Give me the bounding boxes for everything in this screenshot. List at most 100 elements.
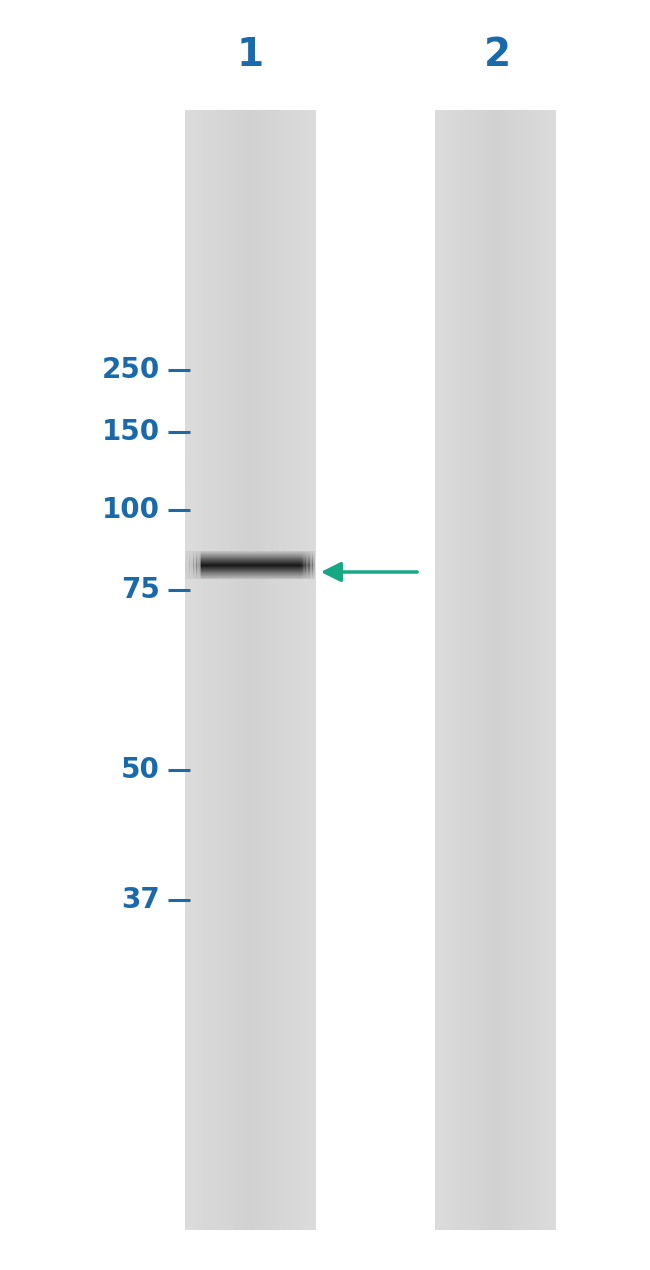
Bar xyxy=(276,110,278,1231)
Bar xyxy=(229,110,231,1231)
Bar xyxy=(302,110,304,1231)
Bar xyxy=(480,110,482,1231)
Bar xyxy=(196,110,198,1231)
Bar xyxy=(255,110,257,1231)
Bar xyxy=(198,551,200,579)
Bar xyxy=(289,110,291,1231)
Bar xyxy=(525,110,527,1231)
Bar xyxy=(447,110,449,1231)
Bar xyxy=(218,110,220,1231)
Bar xyxy=(198,551,199,579)
Bar xyxy=(239,110,240,1231)
Bar xyxy=(540,110,542,1231)
Bar xyxy=(254,110,255,1231)
Bar xyxy=(521,110,523,1231)
Bar xyxy=(309,551,310,579)
Bar xyxy=(306,110,307,1231)
Bar xyxy=(271,110,273,1231)
Bar xyxy=(513,110,515,1231)
Bar xyxy=(448,110,450,1231)
Bar xyxy=(190,551,192,579)
Bar xyxy=(232,110,234,1231)
Bar xyxy=(280,110,281,1231)
Bar xyxy=(274,110,276,1231)
Text: 150: 150 xyxy=(102,418,160,446)
Bar xyxy=(313,110,315,1231)
Text: 37: 37 xyxy=(122,886,160,914)
Bar xyxy=(205,110,207,1231)
Bar xyxy=(305,551,306,579)
Bar xyxy=(258,110,260,1231)
Bar xyxy=(297,110,299,1231)
Bar xyxy=(261,110,263,1231)
Bar xyxy=(198,110,200,1231)
Text: 100: 100 xyxy=(102,497,160,525)
Bar xyxy=(445,110,447,1231)
Bar xyxy=(270,110,272,1231)
Bar xyxy=(247,110,249,1231)
Text: 1: 1 xyxy=(237,36,263,74)
Bar xyxy=(213,110,214,1231)
Bar xyxy=(185,551,187,579)
Bar xyxy=(221,110,223,1231)
Text: 75: 75 xyxy=(121,577,160,605)
Bar xyxy=(532,110,534,1231)
Bar xyxy=(248,110,250,1231)
Bar xyxy=(314,551,315,579)
Bar xyxy=(477,110,479,1231)
Bar xyxy=(301,551,302,579)
Bar xyxy=(250,110,252,1231)
Bar xyxy=(187,110,188,1231)
Bar xyxy=(257,110,259,1231)
Bar xyxy=(537,110,539,1231)
Bar xyxy=(439,110,441,1231)
Bar xyxy=(281,110,283,1231)
Bar xyxy=(489,110,491,1231)
Bar xyxy=(312,551,313,579)
Bar xyxy=(195,110,197,1231)
Bar xyxy=(484,110,486,1231)
Bar xyxy=(188,110,190,1231)
Text: 50: 50 xyxy=(121,756,160,784)
Bar xyxy=(501,110,503,1231)
Bar xyxy=(294,110,296,1231)
Bar xyxy=(459,110,461,1231)
Bar xyxy=(209,110,211,1231)
Bar xyxy=(534,110,536,1231)
Bar xyxy=(438,110,440,1231)
Bar xyxy=(456,110,458,1231)
Bar xyxy=(203,110,205,1231)
Bar xyxy=(268,110,270,1231)
Bar xyxy=(458,110,460,1231)
Bar xyxy=(462,110,464,1231)
Bar xyxy=(287,110,289,1231)
Bar xyxy=(437,110,439,1231)
Bar xyxy=(306,551,307,579)
Bar xyxy=(235,110,237,1231)
Bar xyxy=(312,110,314,1231)
Bar xyxy=(302,551,304,579)
Bar xyxy=(265,110,266,1231)
Bar xyxy=(273,110,275,1231)
Bar xyxy=(482,110,484,1231)
Bar xyxy=(240,110,242,1231)
Bar xyxy=(278,110,280,1231)
Bar xyxy=(186,551,187,579)
Bar xyxy=(300,551,301,579)
Bar xyxy=(196,551,197,579)
Bar xyxy=(313,551,314,579)
Bar xyxy=(291,110,292,1231)
Bar xyxy=(284,110,286,1231)
Bar xyxy=(546,110,548,1231)
Bar xyxy=(193,551,194,579)
Bar xyxy=(545,110,547,1231)
Bar xyxy=(286,110,288,1231)
Bar xyxy=(309,110,311,1231)
Bar xyxy=(522,110,524,1231)
Bar xyxy=(252,110,254,1231)
Bar xyxy=(245,110,247,1231)
Bar xyxy=(299,110,301,1231)
Bar xyxy=(495,110,497,1231)
Bar xyxy=(508,110,510,1231)
Bar xyxy=(195,551,196,579)
